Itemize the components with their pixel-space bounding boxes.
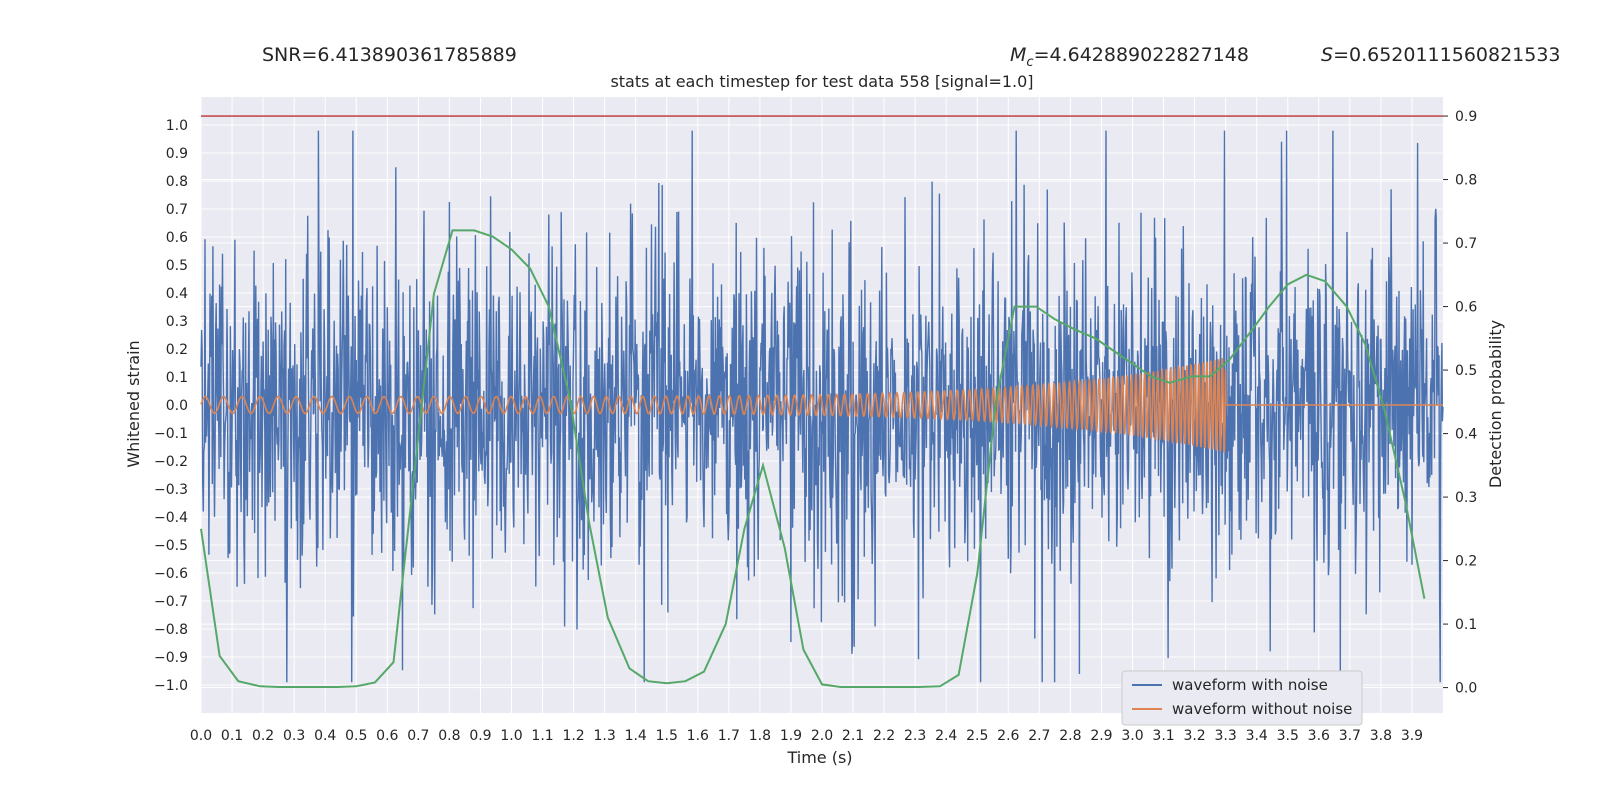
y-tick-label: 0.8: [166, 174, 188, 190]
y-tick-label: 0.2: [166, 342, 188, 358]
y2-tick-label: 0.6: [1455, 300, 1477, 316]
x-tick-label: 2.3: [904, 728, 926, 744]
chirp-mass-label: Mc=4.642889022827148: [1010, 44, 1249, 70]
series-waveform-without-noise: [200, 358, 1443, 453]
y2-tick-label: 0.3: [1455, 490, 1477, 506]
y2-tick-label: 0.5: [1455, 363, 1477, 379]
x-tick-label: 0.5: [345, 728, 367, 744]
x-tick-label: 0.6: [376, 728, 398, 744]
x-tick-label: 0.8: [438, 728, 460, 744]
legend-label-noise: waveform with noise: [1172, 676, 1328, 694]
x-tick-label: 1.3: [594, 728, 616, 744]
x-tick-label: 3.2: [1183, 728, 1205, 744]
y2-tick-label: 0.4: [1455, 427, 1477, 443]
y2-tick-label: 0.1: [1455, 617, 1477, 633]
spin-symbol: S: [1321, 44, 1333, 66]
x-tick-label: 0.3: [283, 728, 305, 744]
x-tick-label: 3.1: [1152, 728, 1174, 744]
x-tick-label: 1.7: [718, 728, 740, 744]
chart-title: stats at each timestep for test data 558…: [610, 72, 1033, 91]
y2-axis-label: Detection probability: [1486, 320, 1505, 488]
y-tick-label: −0.9: [154, 650, 188, 666]
x-tick-label: 1.2: [562, 728, 584, 744]
x-tick-label: 3.8: [1370, 728, 1392, 744]
y-axis-label: Whitened strain: [124, 340, 143, 467]
legend-label-clean: waveform without noise: [1172, 700, 1352, 718]
x-tick-label: 1.0: [500, 728, 522, 744]
x-tick-label: 3.5: [1277, 728, 1299, 744]
x-tick-label: 2.9: [1090, 728, 1112, 744]
spin-value: =0.6520111560821533: [1333, 44, 1560, 66]
x-tick-label: 0.2: [252, 728, 274, 744]
x-tick-label: 0.7: [407, 728, 429, 744]
y-tick-label: −1.0: [154, 678, 188, 694]
x-tick-label: 3.4: [1246, 728, 1268, 744]
snr-label: SNR=6.413890361785889: [262, 44, 517, 66]
y-tick-label: 0.3: [166, 314, 188, 330]
x-tick-label: 2.0: [811, 728, 833, 744]
y-tick-label: −0.5: [154, 538, 188, 554]
y-tick-label: −0.4: [154, 510, 188, 526]
y-tick-label: 0.6: [166, 230, 188, 246]
x-tick-label: 3.3: [1215, 728, 1237, 744]
x-tick-label: 0.1: [221, 728, 243, 744]
y-tick-label: 0.1: [166, 370, 188, 386]
y-tick-label: 0.0: [166, 398, 188, 414]
x-axis-label: Time (s): [786, 748, 852, 767]
noise-waveform-line: [200, 130, 1444, 683]
x-tick-label: 1.5: [656, 728, 678, 744]
y-tick-label: −0.6: [154, 566, 188, 582]
x-tick-label: 3.0: [1121, 728, 1143, 744]
y2-tick-label: 0.7: [1455, 236, 1477, 252]
y2-tick-label: 0.0: [1455, 681, 1477, 697]
y-tick-label: −0.7: [154, 594, 188, 610]
chirp-mass-subscript: c: [1026, 55, 1033, 70]
y2-tick-label: 0.2: [1455, 554, 1477, 570]
y-tick-label: 0.9: [166, 146, 188, 162]
series-waveform-with-noise: [200, 130, 1444, 683]
x-tick-label: 1.1: [531, 728, 553, 744]
x-tick-label: 3.7: [1339, 728, 1361, 744]
x-tick-label: 0.9: [469, 728, 491, 744]
x-tick-label: 3.9: [1401, 728, 1423, 744]
y-tick-label: 0.4: [166, 286, 188, 302]
series-detection-probability: [200, 229, 1426, 688]
x-tick-label: 0.4: [314, 728, 336, 744]
x-tick-label: 1.8: [749, 728, 771, 744]
y-tick-label: 0.7: [166, 202, 188, 218]
y-tick-label: 1.0: [166, 118, 188, 134]
y-tick-label: 0.5: [166, 258, 188, 274]
probability-line: [200, 229, 1426, 688]
x-tick-label: 2.5: [966, 728, 988, 744]
x-tick-label: 1.9: [780, 728, 802, 744]
x-tick-label: 0.0: [190, 728, 212, 744]
chirp-mass-symbol: M: [1010, 44, 1026, 66]
y-tick-label: −0.2: [154, 454, 188, 470]
spin-label: S=0.6520111560821533: [1321, 44, 1561, 66]
x-tick-label: 1.4: [625, 728, 647, 744]
y2-tick-label: 0.9: [1455, 109, 1477, 125]
y2-tick-label: 0.8: [1455, 173, 1477, 189]
x-tick-label: 2.8: [1059, 728, 1081, 744]
y-tick-label: −0.1: [154, 426, 188, 442]
x-tick-label: 2.2: [873, 728, 895, 744]
y-tick-label: −0.8: [154, 622, 188, 638]
x-tick-label: 2.7: [1028, 728, 1050, 744]
clean-waveform-line: [200, 358, 1443, 453]
x-tick-label: 2.6: [997, 728, 1019, 744]
chirp-mass-value: =4.642889022827148: [1034, 44, 1249, 66]
legend: waveform with noise waveform without noi…: [1121, 670, 1363, 726]
y-tick-label: −0.3: [154, 482, 188, 498]
x-tick-label: 2.4: [935, 728, 957, 744]
x-tick-label: 3.6: [1308, 728, 1330, 744]
x-tick-label: 2.1: [842, 728, 864, 744]
x-tick-label: 1.6: [687, 728, 709, 744]
